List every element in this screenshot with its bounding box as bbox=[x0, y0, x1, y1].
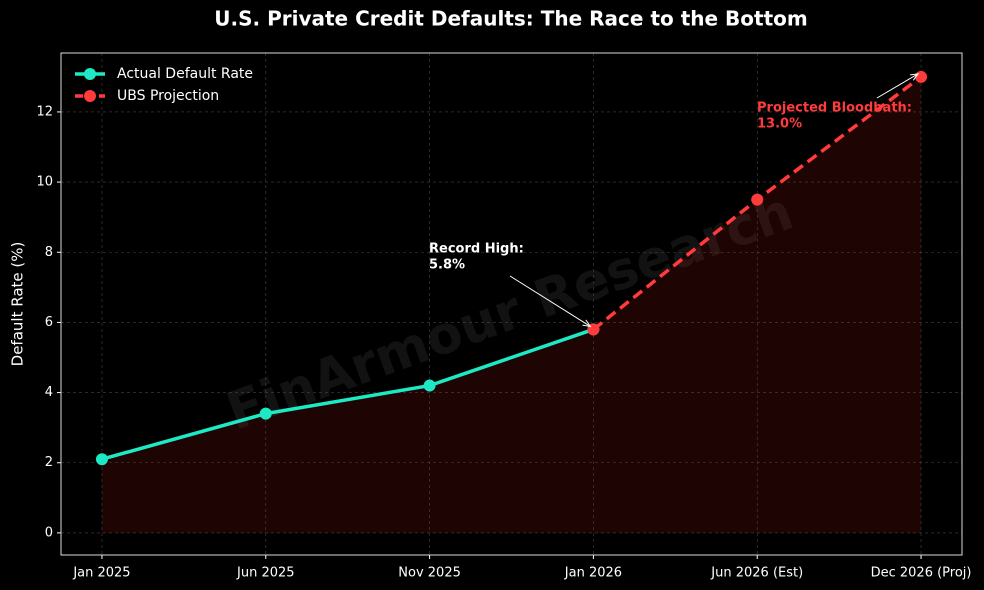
line bbox=[101, 327, 594, 461]
x-tick-label: Nov 2025 bbox=[398, 566, 461, 581]
x-tick-label: Dec 2026 (Proj) bbox=[871, 566, 972, 581]
annotation: Record High: bbox=[429, 242, 524, 257]
area bbox=[593, 76, 922, 533]
annotation: 13.0% bbox=[757, 117, 802, 132]
legend-marker bbox=[84, 68, 96, 80]
legend-marker bbox=[84, 90, 96, 102]
marker bbox=[259, 407, 272, 420]
annotation: Projected Bloodbath: bbox=[757, 101, 912, 116]
marker bbox=[751, 193, 764, 206]
area bbox=[101, 329, 594, 533]
arrow-head bbox=[582, 319, 592, 328]
y-tick-label: 2 bbox=[45, 455, 53, 470]
x-tick-label: Jun 2026 (Est) bbox=[710, 566, 803, 581]
chart-title: U.S. Private Credit Defaults: The Race t… bbox=[214, 7, 807, 31]
legend-label: UBS Projection bbox=[117, 88, 219, 104]
marker bbox=[95, 453, 108, 466]
y-tick-label: 0 bbox=[45, 525, 53, 540]
legend-label: Actual Default Rate bbox=[117, 66, 253, 82]
annotation-arrow bbox=[509, 275, 591, 327]
y-tick-label: 8 bbox=[45, 245, 53, 260]
y-axis-label: Default Rate (%) bbox=[9, 242, 27, 367]
y-tick-label: 12 bbox=[36, 104, 53, 119]
marker bbox=[915, 70, 928, 83]
y-tick-label: 10 bbox=[36, 175, 53, 190]
x-tick-label: Jan 2025 bbox=[72, 566, 130, 581]
y-tick-label: 6 bbox=[45, 315, 53, 330]
x-tick-label: Jan 2026 bbox=[564, 566, 622, 581]
annotation: 5.8% bbox=[429, 258, 465, 273]
arrow-head bbox=[910, 73, 920, 81]
plot-frame bbox=[60, 52, 963, 556]
marker bbox=[423, 379, 436, 392]
x-tick-label: Jun 2025 bbox=[236, 566, 295, 581]
y-tick-label: 4 bbox=[45, 385, 53, 400]
annotation-arrow bbox=[876, 73, 919, 99]
